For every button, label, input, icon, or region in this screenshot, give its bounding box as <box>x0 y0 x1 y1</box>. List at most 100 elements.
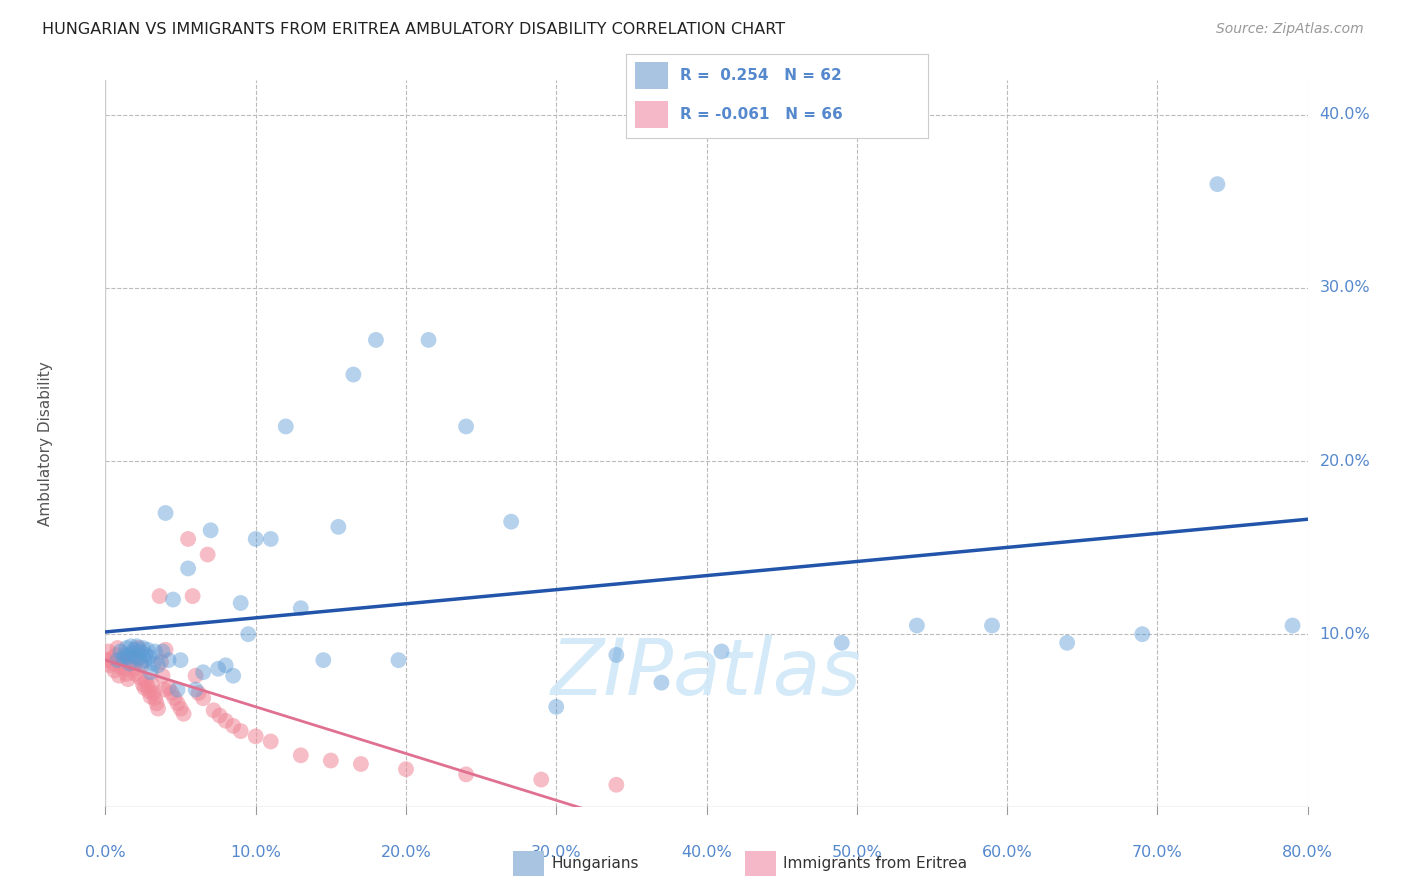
Text: 30.0%: 30.0% <box>1320 280 1371 295</box>
Point <box>364 333 387 347</box>
Point <box>128 640 150 655</box>
Point <box>122 642 145 657</box>
Point <box>395 762 418 776</box>
Point <box>710 644 733 658</box>
Point <box>114 648 136 662</box>
Point <box>163 691 186 706</box>
Point <box>143 691 166 706</box>
Point <box>120 651 142 665</box>
Point <box>146 658 169 673</box>
Point <box>155 506 177 520</box>
Text: 30.0%: 30.0% <box>531 846 582 861</box>
Text: 50.0%: 50.0% <box>831 846 882 861</box>
Point <box>152 669 174 683</box>
Point <box>125 640 148 654</box>
Point <box>260 532 283 546</box>
Point <box>181 589 204 603</box>
Point <box>342 368 364 382</box>
Point <box>454 767 477 781</box>
Point <box>274 419 297 434</box>
Point <box>124 667 146 681</box>
Point <box>107 640 129 655</box>
Text: Source: ZipAtlas.com: Source: ZipAtlas.com <box>1216 22 1364 37</box>
Point <box>115 640 138 655</box>
Point <box>139 690 162 704</box>
Point <box>121 646 143 660</box>
Point <box>238 627 260 641</box>
Text: 20.0%: 20.0% <box>1320 453 1371 468</box>
Point <box>117 649 139 664</box>
Point <box>134 681 156 695</box>
Point <box>135 648 157 662</box>
Text: Immigrants from Eritrea: Immigrants from Eritrea <box>783 856 967 871</box>
Point <box>245 532 267 546</box>
Point <box>1056 636 1078 650</box>
Point <box>96 653 118 667</box>
Point <box>155 642 177 657</box>
Text: 80.0%: 80.0% <box>1282 846 1333 861</box>
Point <box>107 653 129 667</box>
Point <box>166 682 188 697</box>
Point <box>454 419 477 434</box>
Point <box>129 644 152 658</box>
Text: 0.0%: 0.0% <box>86 846 125 861</box>
Bar <box>634 62 668 89</box>
Text: ZIPatlas: ZIPatlas <box>551 635 862 711</box>
Point <box>905 618 928 632</box>
Point <box>128 651 150 665</box>
Point <box>110 644 132 658</box>
Point <box>319 754 342 768</box>
Point <box>138 649 160 664</box>
Point <box>115 667 138 681</box>
Text: R =  0.254   N = 62: R = 0.254 N = 62 <box>681 68 842 83</box>
Point <box>121 657 143 671</box>
Text: 70.0%: 70.0% <box>1132 846 1182 861</box>
Point <box>104 648 127 662</box>
Point <box>260 734 283 748</box>
Point <box>1281 618 1303 632</box>
Text: R = -0.061   N = 66: R = -0.061 N = 66 <box>681 107 842 122</box>
Point <box>501 515 523 529</box>
Point <box>136 679 159 693</box>
Point <box>143 644 166 658</box>
Point <box>290 601 312 615</box>
Point <box>605 648 627 662</box>
Point <box>214 658 236 673</box>
Point <box>148 589 170 603</box>
Point <box>114 662 136 676</box>
Point <box>169 701 191 715</box>
Point <box>162 592 184 607</box>
Point <box>141 677 163 691</box>
Point <box>191 691 214 706</box>
Point <box>350 756 373 771</box>
Text: HUNGARIAN VS IMMIGRANTS FROM ERITREA AMBULATORY DISABILITY CORRELATION CHART: HUNGARIAN VS IMMIGRANTS FROM ERITREA AMB… <box>42 22 786 37</box>
Point <box>245 729 267 743</box>
Point <box>103 664 125 678</box>
Point <box>328 520 350 534</box>
Point <box>169 653 191 667</box>
Text: 20.0%: 20.0% <box>381 846 432 861</box>
Point <box>108 669 131 683</box>
Point <box>229 596 252 610</box>
Text: 10.0%: 10.0% <box>231 846 281 861</box>
Point <box>222 719 245 733</box>
Point <box>166 697 188 711</box>
Point <box>229 724 252 739</box>
Point <box>197 548 219 562</box>
Point <box>112 657 135 671</box>
Point <box>214 714 236 728</box>
Point <box>125 653 148 667</box>
Point <box>177 561 200 575</box>
Point <box>200 524 222 538</box>
Point <box>187 686 209 700</box>
Point <box>1206 177 1229 191</box>
Point <box>153 682 176 697</box>
Point <box>129 670 152 684</box>
Point <box>131 655 153 669</box>
Point <box>650 675 672 690</box>
Point <box>139 665 162 680</box>
Point <box>208 708 231 723</box>
Point <box>97 644 120 658</box>
Point <box>132 677 155 691</box>
Point <box>142 686 165 700</box>
